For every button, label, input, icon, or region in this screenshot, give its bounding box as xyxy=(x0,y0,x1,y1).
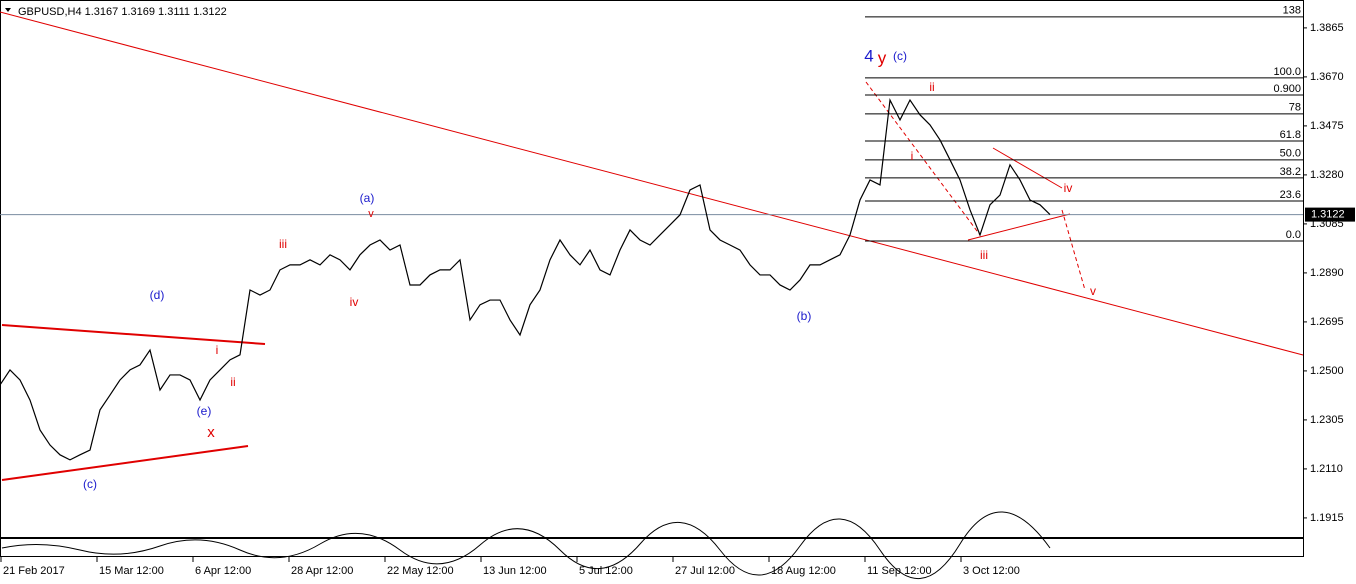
wave-label: v xyxy=(368,208,374,220)
oscillator xyxy=(1,511,1051,579)
wave-label: (b) xyxy=(797,309,812,323)
x-tick-label: 28 Apr 12:00 xyxy=(291,565,353,577)
y-tick-label: 1.3670 xyxy=(1310,71,1344,83)
y-tick-label: 1.2110 xyxy=(1310,463,1343,475)
trend-line xyxy=(992,147,1063,189)
wave-label: ii xyxy=(230,375,235,389)
y-tick-label: 1.2305 xyxy=(1310,414,1344,426)
wave-label: (c) xyxy=(893,49,907,63)
wave-label: 4 xyxy=(864,46,873,65)
x-tick-label: 22 May 12:00 xyxy=(387,565,454,577)
x-tick-label: 13 Jun 12:00 xyxy=(483,565,547,577)
price-line xyxy=(0,97,1051,461)
last-price-label: 1.3122 xyxy=(1311,209,1345,221)
y-tick-label: 1.2695 xyxy=(1310,316,1344,328)
chart-title: GBPUSD,H4 1.3167 1.3169 1.3111 1.3122 xyxy=(18,6,227,18)
fib-label: 0.900 xyxy=(1273,83,1301,95)
x-tick-label: 27 Jul 12:00 xyxy=(675,565,735,577)
plot-frame xyxy=(0,0,1304,538)
fib-label: 61.8 xyxy=(1280,129,1301,141)
wave-label: (a) xyxy=(360,191,375,205)
last-price-box xyxy=(1305,207,1355,222)
y-tick-label: 1.2890 xyxy=(1310,267,1344,279)
fib-label: 23.6 xyxy=(1280,189,1301,201)
fib-label: 38.2 xyxy=(1280,166,1301,178)
indicator-frame xyxy=(0,538,1304,557)
fib-label: 78 xyxy=(1289,102,1301,114)
y-tick-label: 1.2500 xyxy=(1310,365,1344,377)
fib-label: 50.0 xyxy=(1280,148,1301,160)
wave-label: v xyxy=(1090,284,1096,298)
trend-line xyxy=(0,11,1304,356)
wave-label: ii xyxy=(929,80,934,94)
fib-label: 138 xyxy=(1283,5,1301,17)
wave-label: iii xyxy=(980,248,988,262)
fib-label: 100.0 xyxy=(1273,66,1301,78)
wave-label: (e) xyxy=(197,404,212,418)
wave-label: (c) xyxy=(83,477,97,491)
trend-line xyxy=(1,324,266,345)
y-tick-label: 1.3475 xyxy=(1310,120,1344,132)
wave-label: i xyxy=(911,149,914,163)
x-tick-label: 15 Mar 12:00 xyxy=(99,565,164,577)
wave-label: (d) xyxy=(150,288,165,302)
x-tick-label: 6 Apr 12:00 xyxy=(195,565,251,577)
wave-label: iv xyxy=(1064,181,1073,195)
fib-label: 0.0 xyxy=(1286,229,1301,241)
y-tick-label: 1.3280 xyxy=(1310,169,1344,181)
x-tick-label: 5 Jul 12:00 xyxy=(579,565,633,577)
y-tick-label: 1.3865 xyxy=(1310,22,1344,34)
x-tick-label: 21 Feb 2017 xyxy=(3,565,65,577)
x-tick-label: 11 Sep 12:00 xyxy=(867,565,932,577)
y-tick-label: 1.1915 xyxy=(1310,512,1344,524)
trend-line xyxy=(1,445,249,481)
projection-line xyxy=(865,81,981,236)
trend-line xyxy=(967,213,1071,241)
wave-label: x xyxy=(207,424,215,441)
x-tick-label: 18 Aug 12:00 xyxy=(771,565,836,577)
x-tick-label: 3 Oct 12:00 xyxy=(963,565,1020,577)
wave-label: y xyxy=(878,48,887,67)
wave-label: i xyxy=(216,343,219,357)
wave-label: iv xyxy=(350,295,359,309)
wave-label: iii xyxy=(279,237,287,251)
menu-arrow xyxy=(5,8,11,12)
